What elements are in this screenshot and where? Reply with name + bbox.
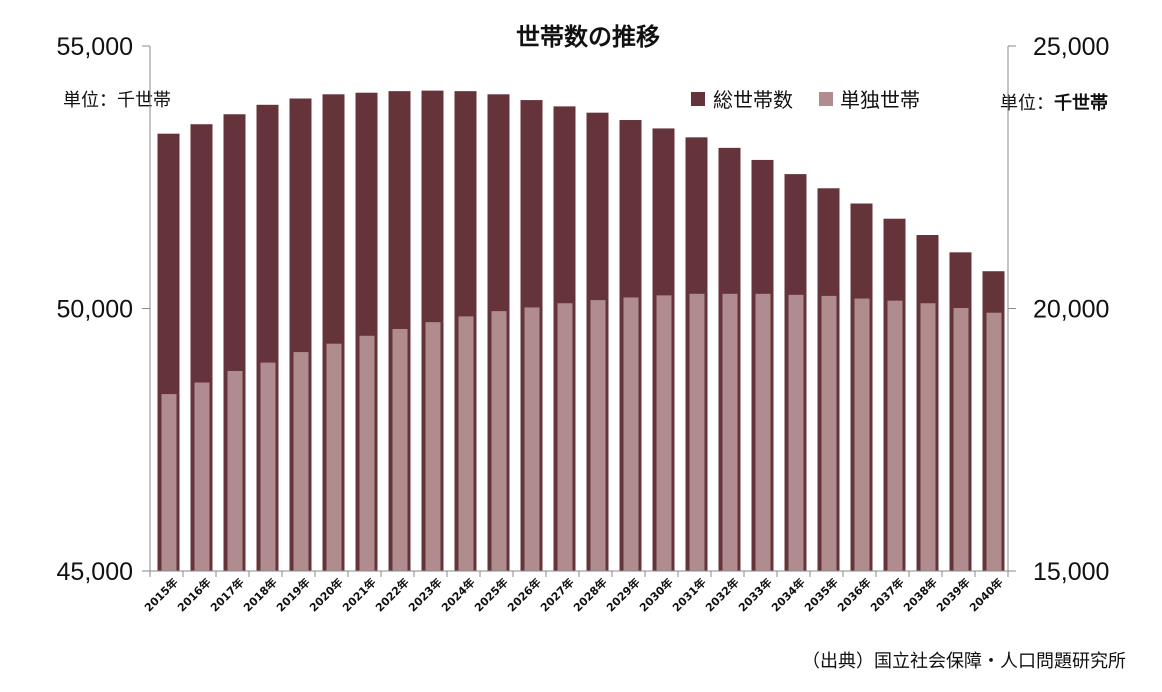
source-note: （出典）国立社会保障・人口問題研究所 [802, 651, 1126, 672]
left-unit-label: 単位：千世帯 [63, 90, 171, 111]
bar-single-8 [392, 328, 408, 571]
x-tick-label-14: 2028年 [570, 575, 609, 614]
bar-single-19 [755, 293, 771, 571]
bar-single-3 [227, 370, 243, 571]
bar-single-14 [590, 300, 606, 571]
left-tick-label-3: 55,000 [57, 33, 133, 61]
right-unit-bold: 千世帯 [1054, 92, 1108, 114]
x-tick-label-13: 2027年 [537, 575, 576, 614]
right-tick-label-3: 25,000 [1033, 33, 1109, 61]
left-tick-label-2: 50,000 [57, 296, 133, 324]
bar-single-24 [920, 303, 936, 571]
x-tick-label-12: 2026年 [504, 575, 543, 614]
bar-single-17 [689, 293, 705, 571]
bar-single-26 [986, 312, 1002, 571]
bar-single-2 [194, 382, 210, 571]
bar-single-21 [821, 295, 837, 571]
bars [157, 90, 1005, 572]
legend-label-total: 総世帯数 [713, 88, 793, 112]
bar-single-9 [425, 322, 441, 571]
x-tick-label-21: 2035年 [801, 575, 840, 614]
x-tick-label-5: 2019年 [273, 575, 312, 614]
legend-swatch-single [819, 92, 833, 106]
x-tick-label-2: 2016年 [174, 575, 213, 614]
x-tick-label-22: 2036年 [834, 575, 873, 614]
x-tick-label-3: 2017年 [207, 575, 246, 614]
x-tick-label-9: 2023年 [405, 575, 444, 614]
bar-single-20 [788, 294, 804, 571]
chart-title: 世帯数の推移 [516, 23, 660, 51]
bar-single-1 [161, 394, 177, 571]
axes: 45,000 50,000 55,000 15,000 20,000 25,000 [57, 33, 1110, 586]
bar-single-4 [260, 362, 276, 571]
x-tick-label-16: 2030年 [636, 575, 675, 614]
legend-label-single: 単独世帯 [840, 88, 920, 112]
bar-single-16 [656, 295, 672, 571]
bar-single-12 [524, 307, 540, 571]
right-tick-label-1: 15,000 [1033, 558, 1109, 586]
x-tick-label-20: 2034年 [768, 575, 807, 614]
x-tick-label-15: 2029年 [603, 575, 642, 614]
x-tick-label-18: 2032年 [702, 575, 741, 614]
x-tick-label-17: 2031年 [669, 575, 708, 614]
x-tick-label-7: 2021年 [339, 575, 378, 614]
x-tick-label-6: 2020年 [306, 575, 345, 614]
x-tick-label-10: 2024年 [438, 575, 477, 614]
x-tick-label-26: 2040年 [966, 575, 1005, 614]
bar-single-5 [293, 352, 309, 571]
bar-single-10 [458, 316, 474, 571]
bar-single-15 [623, 297, 639, 571]
x-tick-label-19: 2033年 [735, 575, 774, 614]
x-tick-label-11: 2025年 [471, 575, 510, 614]
x-tick-label-4: 2018年 [240, 575, 279, 614]
x-tick-label-23: 2037年 [867, 575, 906, 614]
bar-single-6 [326, 343, 342, 571]
x-tick-label-1: 2015年 [141, 575, 180, 614]
x-tick-label-24: 2038年 [900, 575, 939, 614]
bar-single-11 [491, 311, 507, 571]
right-tick-label-2: 20,000 [1033, 296, 1109, 324]
bar-single-25 [953, 307, 969, 571]
x-tick-label-8: 2022年 [372, 575, 411, 614]
right-unit-label: 単位：千世帯 [1000, 92, 1108, 114]
bar-single-18 [722, 293, 738, 571]
x-tick-label-25: 2039年 [933, 575, 972, 614]
left-tick-label-1: 45,000 [57, 558, 133, 586]
bar-single-23 [887, 300, 903, 571]
legend-swatch-total [691, 92, 705, 106]
right-unit-prefix: 単位： [1000, 93, 1054, 114]
bar-single-7 [359, 335, 375, 571]
category-labels: 2015年2016年2017年2018年2019年2020年2021年2022年… [141, 575, 1005, 614]
legend: 総世帯数 単独世帯 [691, 88, 920, 112]
bar-single-13 [557, 303, 573, 571]
bar-single-22 [854, 298, 870, 571]
